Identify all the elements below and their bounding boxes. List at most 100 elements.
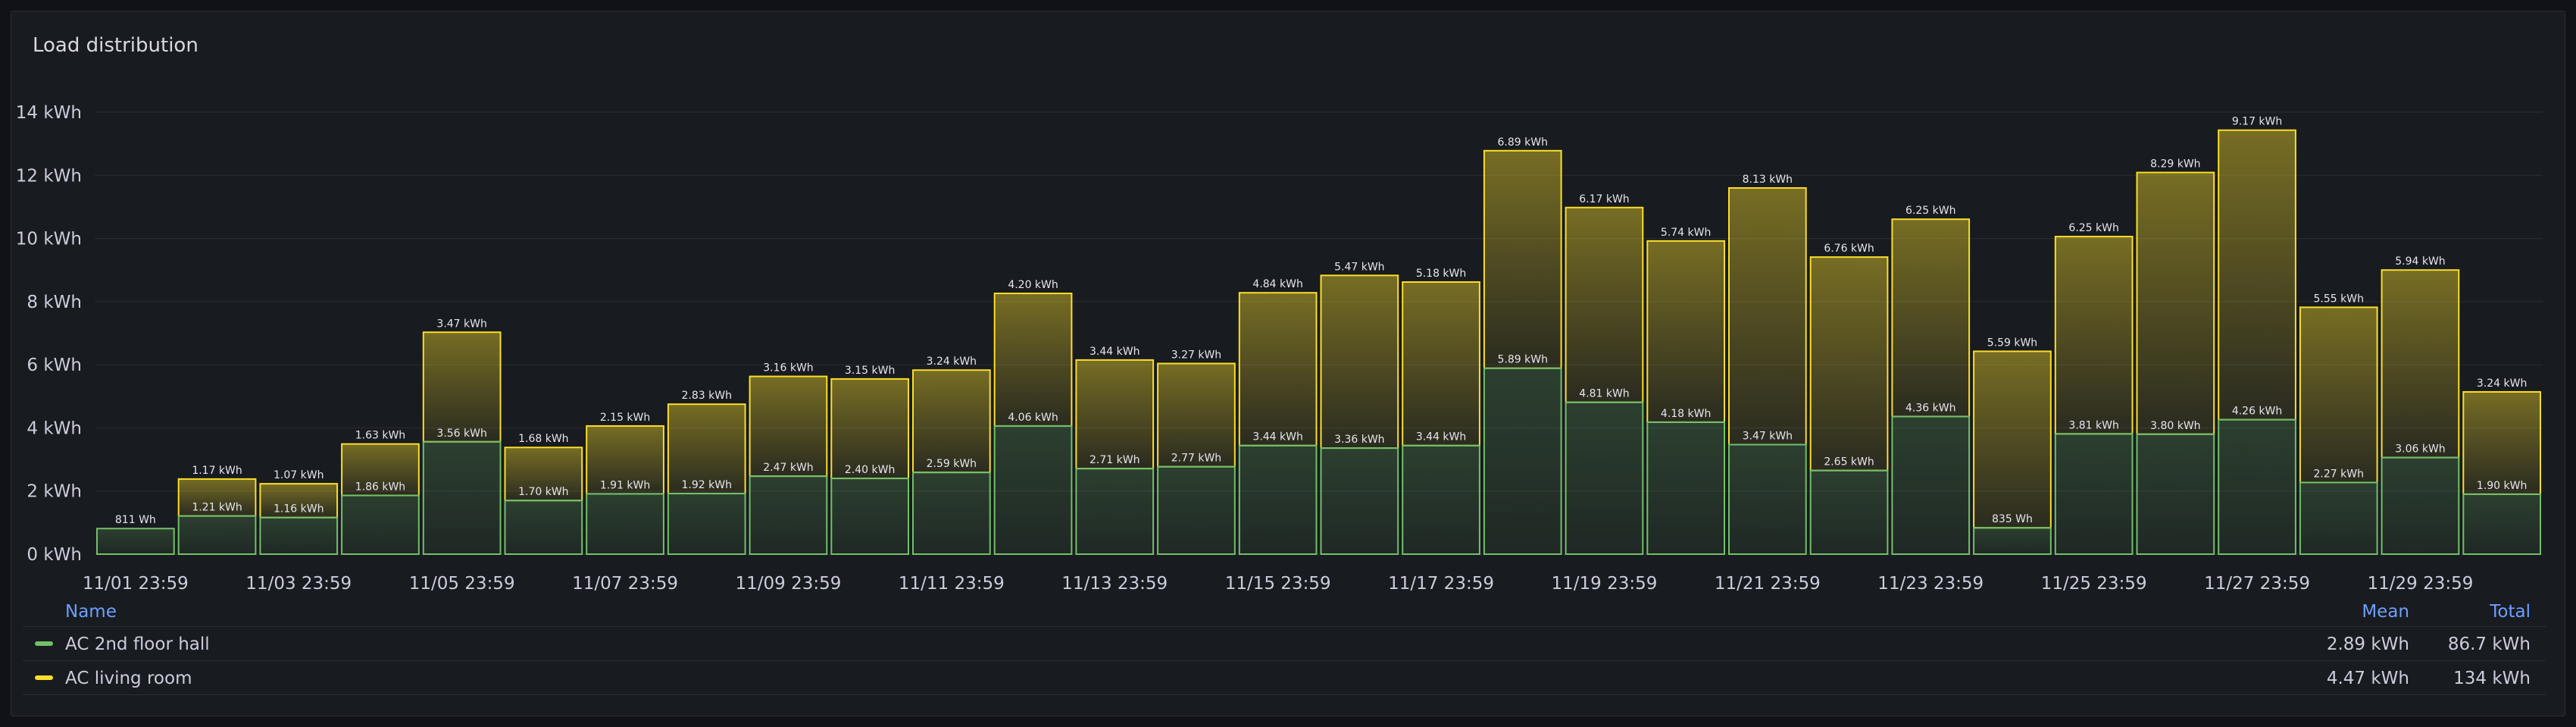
bar-ac-2nd-floor-hall (2381, 456, 2460, 556)
legend-series-mean: 4.47 kWh (2326, 669, 2409, 688)
bar-ac-living-room (341, 443, 420, 497)
data-label-ac-living-room: 1.17 kWh (192, 465, 242, 477)
data-label-ac-2nd-floor-hall: 5.89 kWh (1498, 354, 1548, 366)
bar-ac-living-room (667, 403, 746, 495)
data-label-ac-2nd-floor-hall: 3.80 kWh (2150, 420, 2200, 432)
data-label-ac-2nd-floor-hall: 2.77 kWh (1171, 453, 1221, 465)
bar-ac-2nd-floor-hall (1973, 527, 2052, 555)
data-label-ac-living-room: 4.84 kWh (1252, 278, 1302, 290)
data-label-ac-2nd-floor-hall: 3.81 kWh (2068, 419, 2118, 431)
bar-ac-living-room (1646, 240, 1726, 423)
x-tick-label: 11/23 23:59 (1877, 574, 1984, 594)
legend-series-total: 86.7 kWh (2447, 635, 2531, 654)
bar-ac-living-room (259, 483, 339, 519)
legend-row-ac-2nd-floor-hall[interactable]: AC 2nd floor hall 2.89 kWh 86.7 kWh (23, 627, 2546, 661)
data-label-ac-living-room: 3.16 kWh (763, 362, 813, 374)
data-label-ac-living-room: 3.15 kWh (845, 365, 895, 377)
bar-ac-2nd-floor-hall (96, 528, 175, 556)
y-tick-label: 14 kWh (16, 103, 82, 123)
data-label-ac-living-room: 4.20 kWh (1008, 279, 1058, 291)
data-label-ac-living-room: 6.17 kWh (1579, 193, 1629, 205)
legend-header-mean[interactable]: Mean (2362, 602, 2409, 622)
data-label-ac-2nd-floor-hall: 2.65 kWh (1824, 456, 1874, 468)
data-label-ac-2nd-floor-hall: 1.86 kWh (355, 481, 405, 494)
x-tick-label: 11/07 23:59 (572, 574, 678, 594)
data-label-ac-living-room: 5.55 kWh (2314, 293, 2364, 305)
bar-chart: 0 kWh 2 kWh 4 kWh 6 kWh 8 kWh 10 kWh 12 kWh 14 … (16, 103, 2543, 594)
bar-ac-2nd-floor-hall (749, 475, 828, 556)
data-label-ac-2nd-floor-hall: 4.26 kWh (2232, 406, 2282, 418)
bar-ac-2nd-floor-hall (177, 515, 257, 555)
bar-ac-living-room (1157, 362, 1236, 468)
x-tick-label: 11/11 23:59 (899, 574, 1005, 594)
data-label-ac-living-room: 8.13 kWh (1743, 174, 1793, 186)
bar-ac-living-room (504, 447, 583, 502)
x-tick-label: 11/25 23:59 (2041, 574, 2147, 594)
x-tick-label: 11/13 23:59 (1061, 574, 1168, 594)
bar-ac-living-room (1402, 281, 1480, 447)
x-tick-label: 11/15 23:59 (1225, 574, 1331, 594)
legend-series-total: 134 kWh (2453, 669, 2531, 688)
panel-title[interactable]: Load distribution (33, 34, 199, 57)
data-label-ac-2nd-floor-hall: 835 Wh (1992, 513, 2033, 525)
x-tick-label: 11/27 23:59 (2204, 574, 2310, 594)
data-label-ac-living-room: 3.44 kWh (1089, 346, 1140, 358)
data-label-ac-2nd-floor-hall: 1.90 kWh (2477, 480, 2527, 492)
bar-ac-living-room (1891, 218, 1971, 418)
bar-ac-living-room (912, 369, 991, 474)
bar-ac-living-room (2054, 236, 2134, 435)
legend-swatch-green (35, 641, 53, 646)
y-tick-label: 10 kWh (16, 230, 82, 249)
bar-ac-2nd-floor-hall (1483, 367, 1562, 555)
bar-ac-2nd-floor-hall (2136, 433, 2215, 555)
data-label-ac-2nd-floor-hall: 3.44 kWh (1252, 431, 1302, 443)
data-label-ac-living-room: 6.89 kWh (1498, 136, 1548, 149)
bar-ac-living-room (749, 375, 828, 478)
x-tick-label: 11/05 23:59 (409, 574, 515, 594)
data-label-ac-living-room: 5.94 kWh (2395, 255, 2445, 268)
bar-ac-living-room (2218, 129, 2296, 421)
data-label-ac-living-room: 8.29 kWh (2150, 158, 2200, 171)
legend-header-name[interactable]: Name (65, 602, 117, 622)
data-label-ac-2nd-floor-hall: 4.36 kWh (1905, 402, 1955, 414)
bar-ac-living-room (1075, 359, 1155, 470)
x-tick-label: 11/17 23:59 (1388, 574, 1494, 594)
bar-ac-2nd-floor-hall (341, 494, 420, 556)
bar-ac-living-room (2381, 269, 2460, 459)
bar-ac-2nd-floor-hall (2299, 481, 2378, 555)
y-tick-label: 6 kWh (27, 356, 82, 375)
data-label-ac-2nd-floor-hall: 1.16 kWh (274, 503, 324, 515)
bar-ac-2nd-floor-hall (830, 478, 910, 555)
data-label-ac-living-room: 3.24 kWh (2477, 378, 2527, 390)
data-label-ac-2nd-floor-hall: 2.47 kWh (763, 462, 813, 474)
data-label-ac-2nd-floor-hall: 3.44 kWh (1416, 431, 1466, 443)
data-label-ac-2nd-floor-hall: 4.81 kWh (1579, 388, 1629, 400)
bar-ac-living-room (1728, 186, 1807, 446)
bar-ac-2nd-floor-hall (422, 440, 502, 555)
data-label-ac-living-room: 9.17 kWh (2232, 116, 2282, 128)
bar-ac-living-room (1973, 350, 2052, 529)
data-label-ac-2nd-floor-hall: 811 Wh (115, 514, 156, 526)
data-label-ac-2nd-floor-hall: 3.56 kWh (436, 428, 486, 440)
data-label-ac-living-room: 1.07 kWh (274, 469, 324, 481)
x-tick-label: 11/19 23:59 (1552, 574, 1658, 594)
data-label-ac-2nd-floor-hall: 3.06 kWh (2395, 443, 2445, 456)
y-tick-label: 0 kWh (27, 545, 82, 565)
legend-series-name[interactable]: AC living room (65, 669, 192, 688)
data-label-ac-living-room: 6.25 kWh (2068, 222, 2118, 234)
bar-ac-living-room (1565, 206, 1644, 403)
data-label-ac-2nd-floor-hall: 2.40 kWh (845, 464, 895, 476)
legend-series-name[interactable]: AC 2nd floor hall (65, 635, 210, 654)
bar-ac-living-room (993, 293, 1073, 427)
bar-ac-2nd-floor-hall (504, 500, 583, 556)
data-label-ac-living-room: 1.63 kWh (355, 430, 405, 442)
bar-ac-2nd-floor-hall (993, 425, 1073, 555)
x-tick-label: 11/01 23:59 (83, 574, 189, 594)
data-label-ac-2nd-floor-hall: 2.27 kWh (2314, 468, 2364, 480)
data-label-ac-2nd-floor-hall: 1.21 kWh (192, 502, 242, 514)
legend-header-total[interactable]: Total (2490, 602, 2531, 622)
bar-ac-2nd-floor-hall (667, 493, 746, 555)
x-tick-label: 11/03 23:59 (245, 574, 352, 594)
legend-row-ac-living-room[interactable]: AC living room 4.47 kWh 134 kWh (23, 661, 2546, 695)
data-label-ac-2nd-floor-hall: 1.70 kWh (518, 486, 568, 498)
